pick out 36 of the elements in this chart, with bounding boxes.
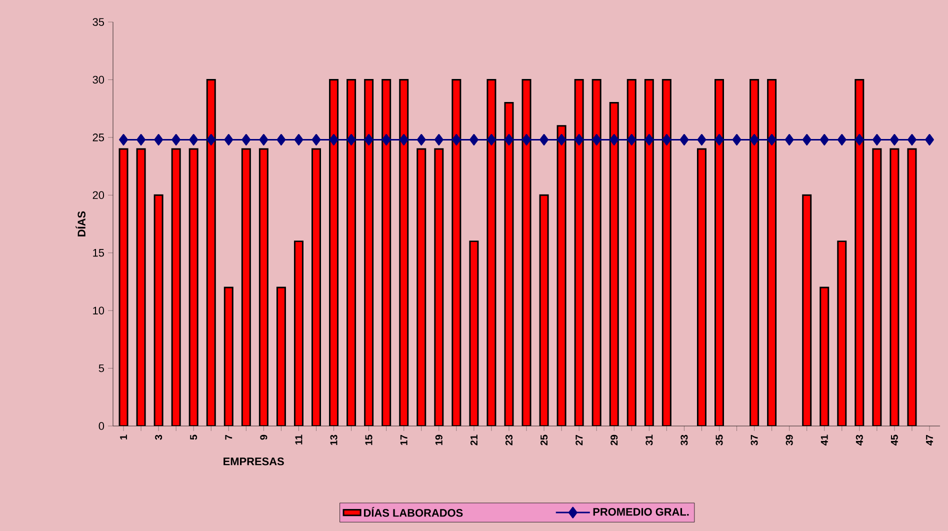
x-tick-label: 3 xyxy=(155,434,162,440)
x-tick-label: 5 xyxy=(190,434,198,440)
x-tick-label: 45 xyxy=(890,434,898,446)
x-tick-label: 35 xyxy=(716,434,723,446)
x-tick-label: 9 xyxy=(260,434,268,440)
x-tick-label: 11 xyxy=(295,434,302,444)
x-tick-label: 21 xyxy=(470,434,478,446)
x-tick-label: 7 xyxy=(225,434,232,440)
x-tick-label: 41 xyxy=(820,434,828,446)
y-tick-label: 10 xyxy=(93,306,104,314)
legend-label: PROMEDIO GRAL. xyxy=(593,508,689,516)
x-tick-label: 31 xyxy=(646,434,653,446)
y-axis-title: DÍAS xyxy=(76,211,86,236)
x-tick-label: 15 xyxy=(365,434,372,445)
y-tick-label: 30 xyxy=(92,76,104,84)
y-tick-label: 0 xyxy=(98,422,104,430)
x-tick-label: 43 xyxy=(856,434,863,446)
x-tick-label: 29 xyxy=(610,434,618,446)
y-tick-label: 20 xyxy=(92,191,104,200)
x-axis-title: EMPRESAS xyxy=(224,458,284,466)
x-tick-label: 13 xyxy=(330,434,338,445)
x-tick-label: 33 xyxy=(680,434,688,446)
x-tick-label: 27 xyxy=(576,434,583,446)
x-tick-label: 19 xyxy=(435,434,442,445)
x-tick-label: 37 xyxy=(750,434,758,446)
y-tick-label: 15 xyxy=(93,249,104,257)
y-tick-label: 35 xyxy=(92,18,104,26)
x-tick-label: 1 xyxy=(120,434,127,440)
x-tick-label: 39 xyxy=(786,434,793,446)
x-tick-label: 47 xyxy=(926,434,933,446)
legend-label: DÍAS LABORADOS xyxy=(364,506,463,517)
x-tick-label: 17 xyxy=(400,434,408,445)
x-tick-label: 23 xyxy=(505,434,513,446)
y-tick-label: 5 xyxy=(98,364,104,372)
x-tick-label: 25 xyxy=(540,434,548,446)
y-tick-label: 25 xyxy=(92,134,104,142)
